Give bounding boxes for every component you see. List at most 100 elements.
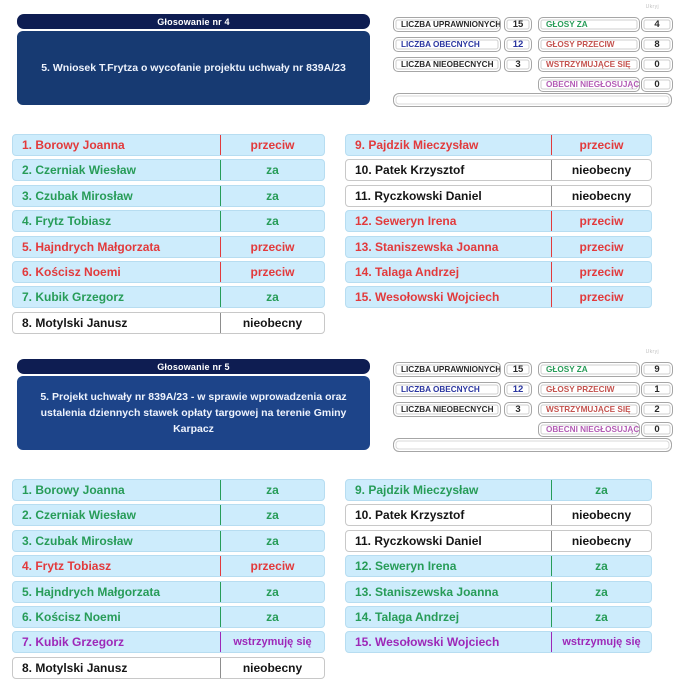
stat-value: 8 (641, 37, 673, 52)
stat-label: GŁOSY PRZECIW (538, 37, 640, 52)
stat-label: LICZBA OBECNYCH (393, 382, 501, 397)
stat-label: GŁOSY PRZECIW (538, 382, 640, 397)
stats-empty-box (393, 93, 672, 107)
voter-vote: za (551, 480, 651, 500)
vote-panel: Głosowanie nr 5 5. Projekt uchwały nr 83… (0, 345, 677, 690)
voter-row: 8. Motylski Janusz nieobecny (12, 656, 325, 679)
voter-vote: za (220, 160, 324, 181)
voter-vote: wstrzymuję się (220, 632, 324, 653)
voter-vote: przeciw (220, 556, 324, 577)
voter-row: 5. Hajndrych Małgorzata za (12, 580, 325, 603)
stat-value: 12 (504, 37, 532, 52)
voter-row: 12. Seweryn Irena przeciw (345, 210, 652, 233)
voter-name: 3. Czubak Mirosław (22, 188, 133, 203)
voter-row: 14. Talaga Andrzej za (345, 605, 652, 628)
voter-row: 6. Kościsz Noemi za (12, 605, 325, 628)
voter-vote: przeciw (551, 135, 651, 155)
voter-vote: przeciw (220, 135, 324, 155)
voter-row: 4. Frytz Tobiasz za (12, 210, 325, 233)
voter-row: 4. Frytz Tobiasz przeciw (12, 555, 325, 578)
stat-label: LICZBA UPRAWNIONYCH (393, 17, 501, 32)
voter-row: 9. Pajdzik Mieczysław za (345, 479, 652, 501)
voter-vote: nieobecny (551, 505, 651, 526)
stat-value: 0 (641, 77, 673, 92)
voter-name: 13. Staniszewska Joanna (355, 239, 499, 254)
voter-name: 14. Talaga Andrzej (355, 609, 460, 624)
voter-name: 5. Hajndrych Małgorzata (22, 584, 161, 599)
voter-row: 13. Staniszewska Joanna przeciw (345, 235, 652, 258)
voter-vote: przeciw (220, 261, 324, 282)
vote-title: Głosowanie nr 5 (157, 361, 230, 372)
stat-value: 4 (641, 17, 673, 32)
hide-link[interactable]: Ukryj (645, 4, 659, 10)
hide-link[interactable]: Ukryj (645, 349, 659, 355)
voter-name: 7. Kubik Grzegorz (22, 635, 125, 650)
voter-name: 3. Czubak Mirosław (22, 533, 133, 548)
voter-row: 2. Czerniak Wiesław za (12, 504, 325, 527)
voter-name: 5. Hajndrych Małgorzata (22, 239, 161, 254)
voter-row: 7. Kubik Grzegorz wstrzymuję się (12, 631, 325, 654)
voter-name: 2. Czerniak Wiesław (22, 163, 136, 178)
stat-label: LICZBA NIEOBECNYCH (393, 57, 501, 72)
voter-vote: za (220, 606, 324, 627)
stat-value: 12 (504, 382, 532, 397)
voter-row: 12. Seweryn Irena za (345, 555, 652, 578)
vote-description: 5. Wniosek T.Frytza o wycofanie projektu… (41, 61, 346, 74)
voter-name: 10. Patek Krzysztof (355, 163, 465, 178)
voter-row: 15. Wesołowski Wojciech przeciw (345, 286, 652, 309)
stat-label: WSTRZYMUJĄCE SIĘ (538, 57, 640, 72)
vote-title-bar: Głosowanie nr 4 (17, 14, 370, 29)
voter-vote: nieobecny (551, 160, 651, 181)
voters-right-column: 9. Pajdzik Mieczysław za 10. Patek Krzyszt… (345, 479, 652, 657)
stat-value: 15 (504, 17, 532, 32)
stat-label: LICZBA OBECNYCH (393, 37, 501, 52)
voter-row: 14. Talaga Andrzej przeciw (345, 260, 652, 283)
stat-label: OBECNI NIEGŁOSUJĄCY (538, 77, 640, 92)
voter-name: 2. Czerniak Wiesław (22, 508, 136, 523)
voter-name: 15. Wesołowski Wojciech (355, 290, 500, 305)
voter-name: 9. Pajdzik Mieczysław (355, 483, 479, 497)
voter-vote: za (551, 581, 651, 602)
stat-value: 15 (504, 362, 532, 377)
stat-label: OBECNI NIEGŁOSUJĄCY (538, 422, 640, 437)
vote-title-bar: Głosowanie nr 5 (17, 359, 370, 374)
voter-name: 4. Frytz Tobiasz (22, 559, 112, 574)
voters-right-column: 9. Pajdzik Mieczysław przeciw 10. Patek Kr… (345, 134, 652, 312)
vote-description: 5. Projekt uchwały nr 839A/23 - w sprawi… (40, 390, 347, 436)
voter-name: 14. Talaga Andrzej (355, 264, 460, 279)
stat-value: 0 (641, 422, 673, 437)
voter-vote: wstrzymuję się (551, 632, 651, 653)
voter-vote: za (220, 185, 324, 206)
voter-name: 4. Frytz Tobiasz (22, 214, 112, 229)
stats-empty-box (393, 438, 672, 452)
voter-row: 7. Kubik Grzegorz za (12, 286, 325, 309)
voter-vote: za (220, 211, 324, 232)
voter-vote: przeciw (551, 287, 651, 308)
voter-vote: przeciw (551, 236, 651, 257)
voter-row: 2. Czerniak Wiesław za (12, 159, 325, 182)
voter-vote: za (220, 480, 324, 500)
voter-vote: za (551, 556, 651, 577)
voter-row: 15. Wesołowski Wojciech wstrzymuję się (345, 631, 652, 654)
voter-vote: przeciw (551, 261, 651, 282)
voter-vote: za (220, 287, 324, 308)
voters-left-column: 1. Borowy Joanna przeciw 2. Czerniak Wiesł… (12, 134, 325, 337)
voter-name: 8. Motylski Janusz (22, 315, 128, 330)
voter-name: 6. Kościsz Noemi (22, 264, 121, 279)
stat-label: LICZBA NIEOBECNYCH (393, 402, 501, 417)
stat-value: 3 (504, 402, 532, 417)
voter-row: 5. Hajndrych Małgorzata przeciw (12, 235, 325, 258)
voter-row: 11. Ryczkowski Daniel nieobecny (345, 184, 652, 207)
voter-vote: za (551, 606, 651, 627)
voter-name: 9. Pajdzik Mieczysław (355, 138, 479, 152)
voter-row: 8. Motylski Janusz nieobecny (12, 311, 325, 334)
voter-name: 1. Borowy Joanna (22, 138, 125, 152)
vote-description-box: 5. Projekt uchwały nr 839A/23 - w sprawi… (17, 376, 370, 450)
voter-name: 15. Wesołowski Wojciech (355, 635, 500, 650)
voter-name: 13. Staniszewska Joanna (355, 584, 499, 599)
voter-row: 1. Borowy Joanna za (12, 479, 325, 501)
voter-row: 1. Borowy Joanna przeciw (12, 134, 325, 156)
voter-row: 3. Czubak Mirosław za (12, 529, 325, 552)
stat-value: 9 (641, 362, 673, 377)
